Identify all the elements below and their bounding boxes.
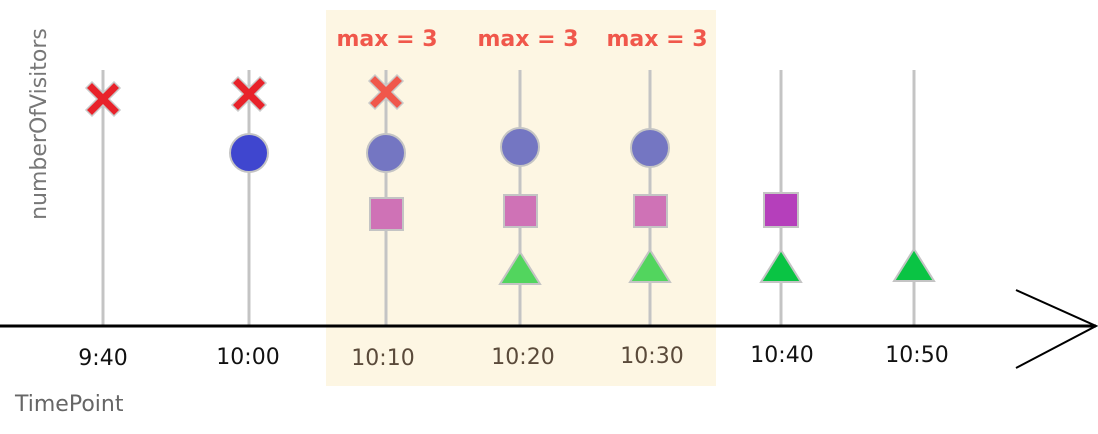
window-labels: max = 3 max = 3 max = 3 bbox=[336, 27, 707, 52]
square-marker-1020 bbox=[503, 194, 538, 228]
circle-events bbox=[229, 127, 670, 173]
time-label-1010: 10:10 bbox=[351, 346, 414, 371]
square-events bbox=[369, 192, 799, 231]
triangle-marker-1020 bbox=[498, 250, 542, 285]
circle-marker-1020 bbox=[500, 127, 540, 167]
window-label-1020: max = 3 bbox=[477, 27, 578, 52]
cross-marker-1000 bbox=[230, 75, 268, 113]
circle-marker-1000 bbox=[229, 133, 269, 173]
time-label-1050: 10:50 bbox=[885, 343, 948, 368]
square-marker-1040 bbox=[763, 192, 799, 228]
x-axis-label: TimePoint bbox=[14, 392, 124, 417]
time-label-1020: 10:20 bbox=[491, 345, 554, 370]
square-marker-1010 bbox=[369, 197, 404, 231]
triangle-marker-1030 bbox=[628, 248, 672, 283]
cross-events bbox=[84, 73, 405, 118]
time-labels: 9:40 10:00 10:10 10:20 10:30 10:40 10:50 bbox=[78, 343, 948, 371]
y-axis-label: numberOfVisitors bbox=[27, 28, 52, 220]
time-label-1030: 10:30 bbox=[620, 344, 683, 369]
triangle-marker-1040 bbox=[759, 248, 803, 283]
cross-marker-940 bbox=[84, 80, 122, 118]
axis-arrowhead bbox=[1015, 289, 1098, 369]
triangle-marker-1050 bbox=[892, 247, 936, 282]
time-label-940: 9:40 bbox=[78, 346, 127, 371]
square-marker-1030 bbox=[633, 194, 668, 228]
window-label-1010: max = 3 bbox=[336, 27, 437, 52]
triangle-events bbox=[498, 247, 936, 285]
time-axis bbox=[0, 289, 1098, 369]
time-label-1040: 10:40 bbox=[750, 343, 813, 368]
window-label-1030: max = 3 bbox=[606, 27, 707, 52]
circle-marker-1030 bbox=[630, 128, 670, 168]
circle-marker-1010 bbox=[366, 133, 406, 173]
time-label-1000: 10:00 bbox=[216, 345, 279, 370]
cross-marker-1010 bbox=[367, 73, 405, 111]
